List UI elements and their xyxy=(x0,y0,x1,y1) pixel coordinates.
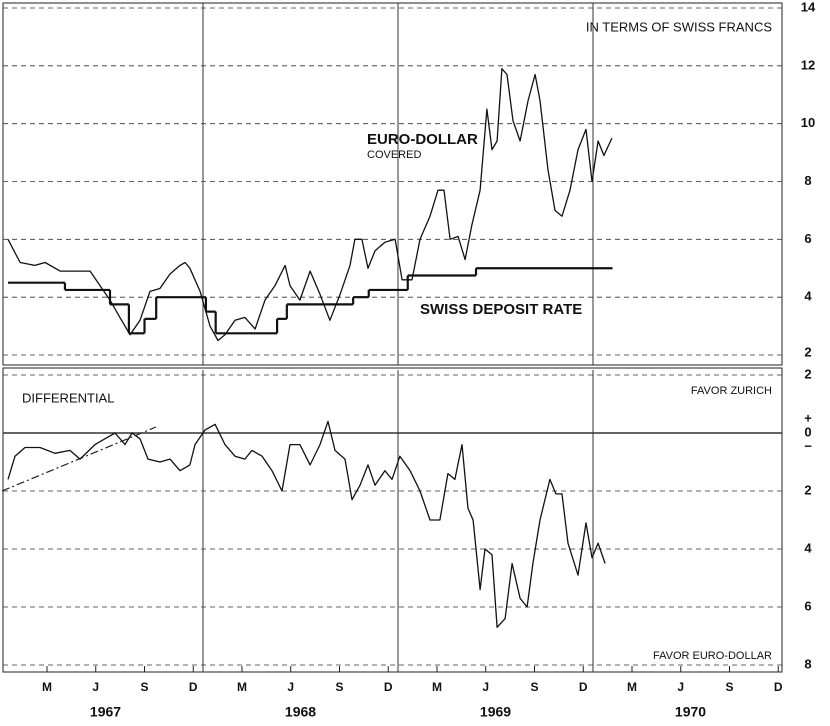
y-tick-label: 12 xyxy=(801,57,815,72)
year-label: 1969 xyxy=(480,704,511,720)
data-line xyxy=(7,420,606,628)
y-tick-label: 8 xyxy=(804,656,811,671)
x-tick-label: M xyxy=(42,680,52,694)
x-tick-label: M xyxy=(237,680,247,694)
y-tick-label: 6 xyxy=(804,598,811,613)
y-tick-label: 14 xyxy=(801,0,816,14)
annotation: COVERED xyxy=(367,149,421,161)
series-label: DIFFERENTIAL xyxy=(22,390,114,405)
x-tick-label: J xyxy=(482,680,489,694)
data-line xyxy=(7,68,613,342)
x-tick-label: S xyxy=(725,680,733,694)
panel-title: IN TERMS OF SWISS FRANCS xyxy=(586,19,772,34)
x-tick-label: D xyxy=(189,680,198,694)
x-tick-label: S xyxy=(140,680,148,694)
y-tick-label: 2 xyxy=(804,482,811,497)
year-label: 1968 xyxy=(285,704,316,720)
y-tick-label: 10 xyxy=(801,115,815,130)
x-tick-label: D xyxy=(579,680,588,694)
x-tick-label: J xyxy=(677,680,684,694)
y-tick-label: 4 xyxy=(804,540,812,555)
x-tick-label: S xyxy=(335,680,343,694)
zero-sign: + xyxy=(804,410,812,425)
y-tick-label: 2 xyxy=(804,344,811,359)
x-tick-label: D xyxy=(774,680,783,694)
annotation: FAVOR EURO-DOLLAR xyxy=(653,650,772,662)
zero-sign: − xyxy=(804,438,812,453)
year-label: 1970 xyxy=(675,704,706,720)
y-tick-label: 4 xyxy=(804,289,812,304)
top-frame xyxy=(2,2,783,366)
x-tick-label: S xyxy=(530,680,538,694)
y-tick-label: 8 xyxy=(804,173,811,188)
x-tick-label: M xyxy=(432,680,442,694)
y-tick-label: 2 xyxy=(804,366,811,381)
annotation: FAVOR ZURICH xyxy=(691,385,772,397)
x-tick-label: M xyxy=(627,680,637,694)
x-tick-label: D xyxy=(384,680,393,694)
x-tick-label: J xyxy=(92,680,99,694)
series-label: EURO-DOLLAR xyxy=(367,131,478,148)
series-label: SWISS DEPOSIT RATE xyxy=(420,301,582,318)
x-tick-label: J xyxy=(287,680,294,694)
y-tick-label: 0 xyxy=(804,424,811,439)
bottom-frame xyxy=(2,367,783,673)
year-label: 1967 xyxy=(90,704,121,720)
y-tick-label: 6 xyxy=(804,231,811,246)
